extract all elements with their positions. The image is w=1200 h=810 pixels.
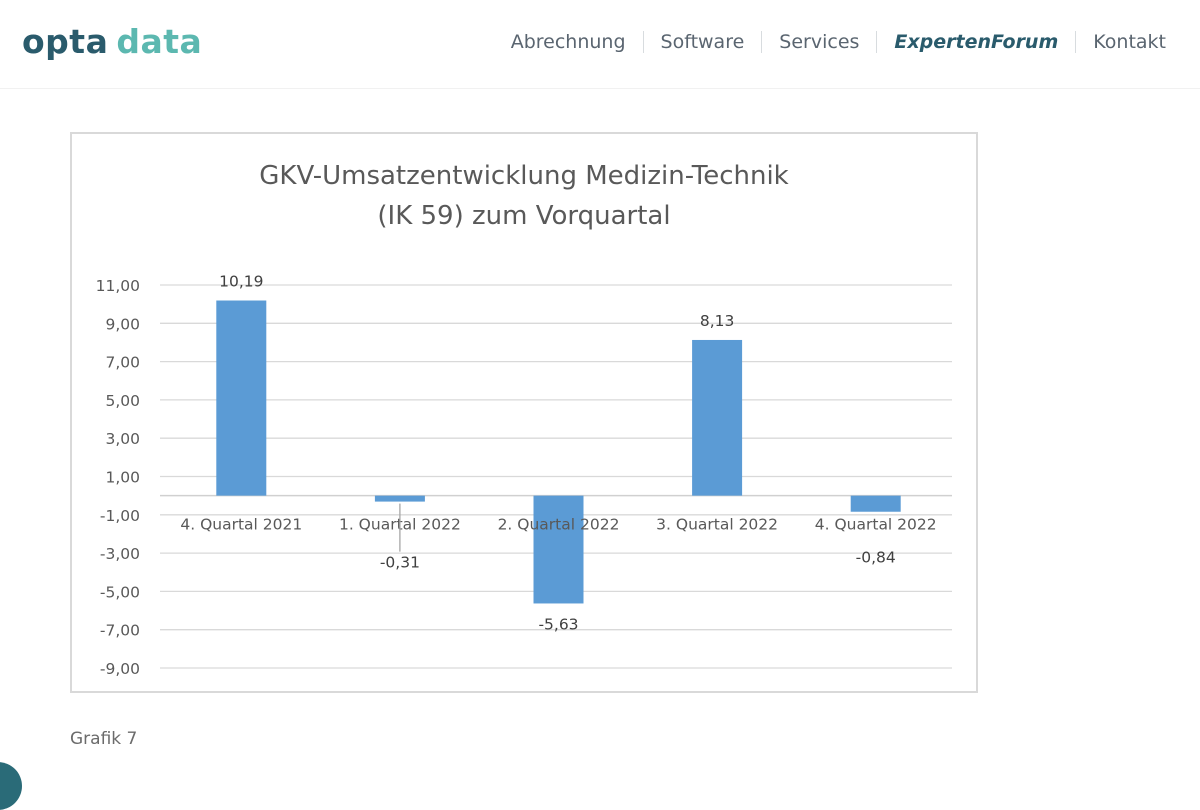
nav-item-kontakt[interactable]: Kontakt — [1093, 31, 1166, 53]
bar — [692, 339, 743, 496]
nav-item-services[interactable]: Services — [779, 31, 860, 53]
nav-divider — [761, 31, 763, 53]
site-header: opta data Abrechnung Software Services Ex… — [0, 0, 1200, 89]
y-tick-label: 7,00 — [105, 354, 140, 372]
chart-container: GKV-Umsatzentwicklung Medizin-Technik (IK… — [70, 132, 978, 693]
nav-divider — [642, 31, 644, 53]
y-tick-label: 11,00 — [96, 277, 140, 295]
nav-item-expertenforum[interactable]: ExpertenForum — [894, 31, 1059, 53]
data-label: -0,84 — [856, 549, 896, 567]
chart-title-line: GKV-Umsatzentwicklung Medizin-Technik — [259, 161, 788, 191]
nav-item-abrechnung[interactable]: Abrechnung — [510, 31, 626, 53]
x-category-label: 3. Quartal 2022 — [656, 516, 778, 534]
bar-chart: GKV-Umsatzentwicklung Medizin-Technik (IK… — [96, 161, 952, 678]
chart-title-line: (IK 59) zum Vorquartal — [377, 201, 670, 231]
data-label: -5,63 — [538, 615, 578, 633]
bar — [850, 495, 901, 512]
y-tick-label: -3,00 — [100, 545, 140, 563]
y-tick-label: 9,00 — [105, 315, 140, 333]
bar — [216, 300, 267, 496]
nav-divider — [1075, 31, 1077, 53]
x-category-label: 2. Quartal 2022 — [498, 516, 620, 534]
y-tick-label: 3,00 — [105, 430, 140, 448]
data-label: 10,19 — [219, 273, 263, 291]
chat-launcher-button[interactable] — [0, 762, 22, 810]
logo-word-opta: opta — [22, 22, 109, 61]
logo-word-data: data — [116, 22, 203, 61]
bar — [374, 495, 425, 502]
bar — [533, 495, 584, 604]
nav-item-software[interactable]: Software — [660, 31, 745, 53]
data-label: 8,13 — [700, 312, 735, 330]
y-tick-label: -1,00 — [100, 507, 140, 525]
chart-caption: Grafik 7 — [70, 729, 138, 749]
y-tick-label: -9,00 — [100, 660, 140, 678]
x-category-label: 4. Quartal 2022 — [815, 516, 937, 534]
y-tick-label: -7,00 — [100, 622, 140, 640]
y-tick-label: 5,00 — [105, 392, 140, 410]
main-nav: Abrechnung Software Services ExpertenFor… — [494, 27, 1166, 57]
nav-divider — [876, 31, 878, 53]
x-category-label: 4. Quartal 2021 — [180, 516, 302, 534]
y-tick-label: -5,00 — [100, 583, 140, 601]
logo[interactable]: opta data — [22, 20, 202, 64]
data-label: -0,31 — [380, 554, 420, 572]
y-tick-label: 1,00 — [105, 469, 140, 487]
